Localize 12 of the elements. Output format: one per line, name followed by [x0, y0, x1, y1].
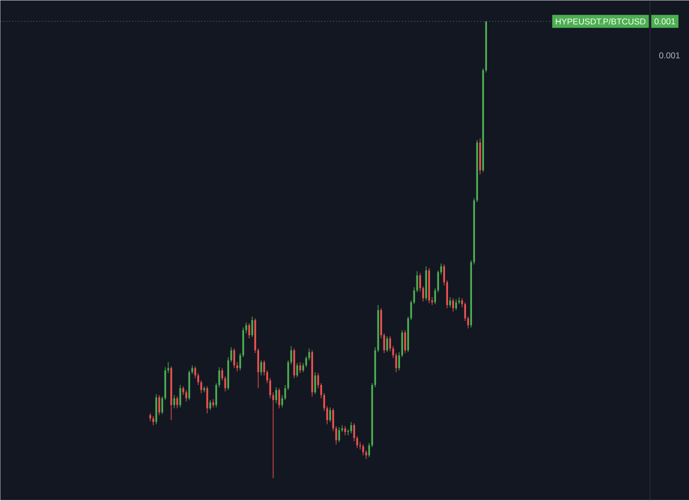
candlestick — [386, 336, 388, 353]
candlestick — [389, 336, 392, 352]
candlestick — [455, 298, 458, 311]
candlestick — [464, 302, 466, 322]
text: 0.001 — [659, 52, 680, 59]
text: 0.001 — [654, 18, 676, 25]
candlestick — [452, 298, 454, 312]
candlestick — [404, 330, 406, 354]
text: HYPEUSDT.P/BTCUSD — [556, 18, 646, 25]
candlestick — [167, 362, 170, 374]
candlestick — [449, 297, 452, 308]
candlestick — [362, 444, 364, 456]
